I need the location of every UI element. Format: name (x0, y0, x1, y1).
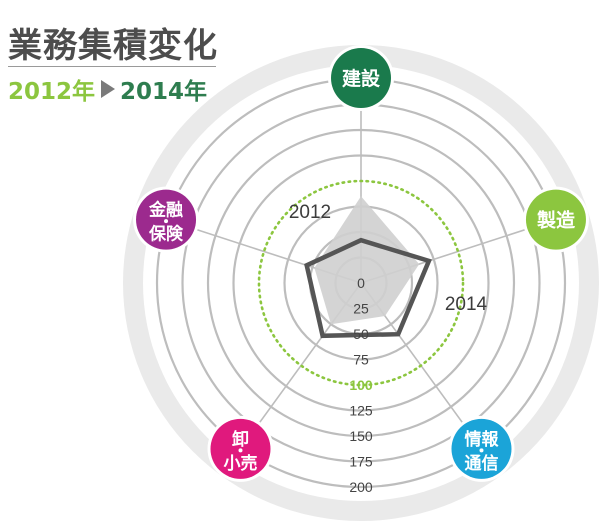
category-label-4-line2: 保険 (148, 224, 184, 245)
radial-tick-label-100: 100 (349, 377, 373, 393)
category-label-3-line2: 小売 (224, 453, 258, 474)
category-label-1: 製造 (536, 209, 576, 232)
year-comparison: 2012年 2014年 (8, 72, 207, 106)
title-divider (8, 66, 216, 67)
series-2014-line (304, 237, 432, 339)
category-label-dot-2 (479, 448, 484, 453)
year-to-label: 2014年 (120, 79, 208, 105)
category-label-dot-4 (164, 219, 169, 224)
category-label-2-line2: 通信 (464, 453, 498, 474)
radial-tick-label-0: 0 (357, 275, 365, 291)
category-badge-1 (525, 189, 586, 250)
category-label-2-line1: 情報 (464, 429, 499, 450)
reference-ring-100 (257, 179, 465, 387)
radial-tick-label-150: 150 (349, 428, 373, 444)
year-from-label: 2012年 (8, 79, 96, 105)
radial-tick-label-75: 75 (353, 352, 369, 368)
category-label-3-line1: 卸 (232, 429, 249, 450)
radial-tick-label-50: 50 (353, 326, 369, 342)
series-label-2012: 2012 (289, 202, 331, 223)
series-2012-area (314, 196, 420, 325)
radial-tick-label-175: 175 (349, 454, 373, 470)
radial-tick-label-125: 125 (349, 403, 373, 419)
play-arrow-icon (101, 80, 116, 98)
category-badge-0 (331, 48, 391, 108)
category-label-0: 建設 (342, 67, 381, 90)
chart-title: 業務集積変化 (8, 26, 218, 66)
category-label-4-line1: 金融 (148, 200, 183, 221)
radial-tick-label-200: 200 (349, 479, 373, 495)
series-label-2014: 2014 (445, 294, 488, 315)
category-label-dot-3 (238, 448, 243, 453)
radial-tick-label-25: 25 (353, 301, 369, 317)
